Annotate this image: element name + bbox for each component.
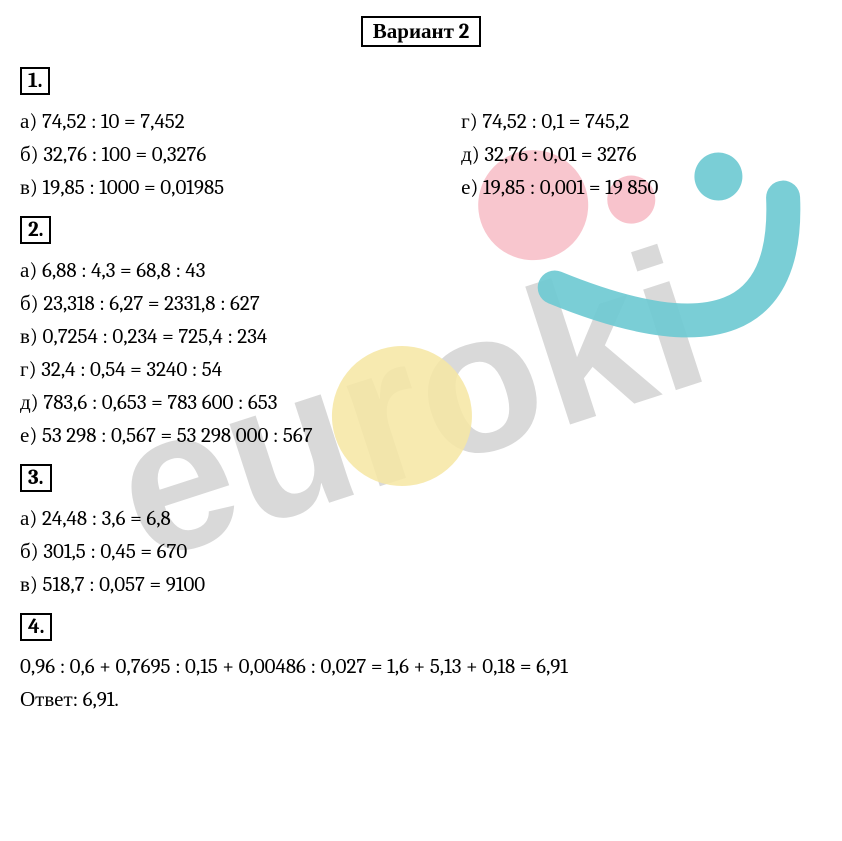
p4-answer: Ответ: 6,91. [20, 687, 822, 712]
variant-title: Вариант 2 [361, 16, 481, 47]
problem-1: 1. а) 74,52 : 10 = 7,452 г) 74,52 : 0,1 … [20, 59, 822, 200]
problem-number: 2. [20, 216, 51, 244]
problem-1-row-v: в) 19,85 : 1000 = 0,01985 е) 19,85 : 0,0… [20, 175, 822, 200]
p2-line-e: е) 53 298 : 0,567 = 53 298 000 : 567 [20, 423, 822, 448]
p2-line-d: д) 783,6 : 0,653 = 783 600 : 653 [20, 390, 822, 415]
document-body: Вариант 2 1. а) 74,52 : 10 = 7,452 г) 74… [20, 16, 822, 712]
p1-left-v: в) 19,85 : 1000 = 0,01985 [20, 175, 461, 200]
p3-line-a: а) 24,48 : 3,6 = 6,8 [20, 506, 822, 531]
p1-right-g: г) 74,52 : 0,1 = 745,2 [461, 109, 822, 134]
p1-right-e: е) 19,85 : 0,001 = 19 850 [461, 175, 822, 200]
problem-number: 4. [20, 613, 52, 641]
title-row: Вариант 2 [20, 16, 822, 47]
p3-line-v: в) 518,7 : 0,057 = 9100 [20, 572, 822, 597]
problem-1-row-b: б) 32,76 : 100 = 0,3276 д) 32,76 : 0,01 … [20, 142, 822, 167]
problem-2: 2. а) 6,88 : 4,3 = 68,8 : 43 б) 23,318 :… [20, 208, 822, 448]
p2-line-g: г) 32,4 : 0,54 = 3240 : 54 [20, 357, 822, 382]
p1-left-a: а) 74,52 : 10 = 7,452 [20, 109, 461, 134]
problem-1-row-a: а) 74,52 : 10 = 7,452 г) 74,52 : 0,1 = 7… [20, 109, 822, 134]
problem-number: 1. [20, 67, 50, 95]
p3-line-b: б) 301,5 : 0,45 = 670 [20, 539, 822, 564]
problem-4: 4. 0,96 : 0,6 + 0,7695 : 0,15 + 0,00486 … [20, 605, 822, 712]
problem-number: 3. [20, 464, 52, 492]
p2-line-b: б) 23,318 : 6,27 = 2331,8 : 627 [20, 291, 822, 316]
p1-right-d: д) 32,76 : 0,01 = 3276 [461, 142, 822, 167]
p2-line-v: в) 0,7254 : 0,234 = 725,4 : 234 [20, 324, 822, 349]
problem-3: 3. а) 24,48 : 3,6 = 6,8 б) 301,5 : 0,45 … [20, 456, 822, 597]
p1-left-b: б) 32,76 : 100 = 0,3276 [20, 142, 461, 167]
p2-line-a: а) 6,88 : 4,3 = 68,8 : 43 [20, 258, 822, 283]
p4-expression: 0,96 : 0,6 + 0,7695 : 0,15 + 0,00486 : 0… [20, 655, 822, 679]
